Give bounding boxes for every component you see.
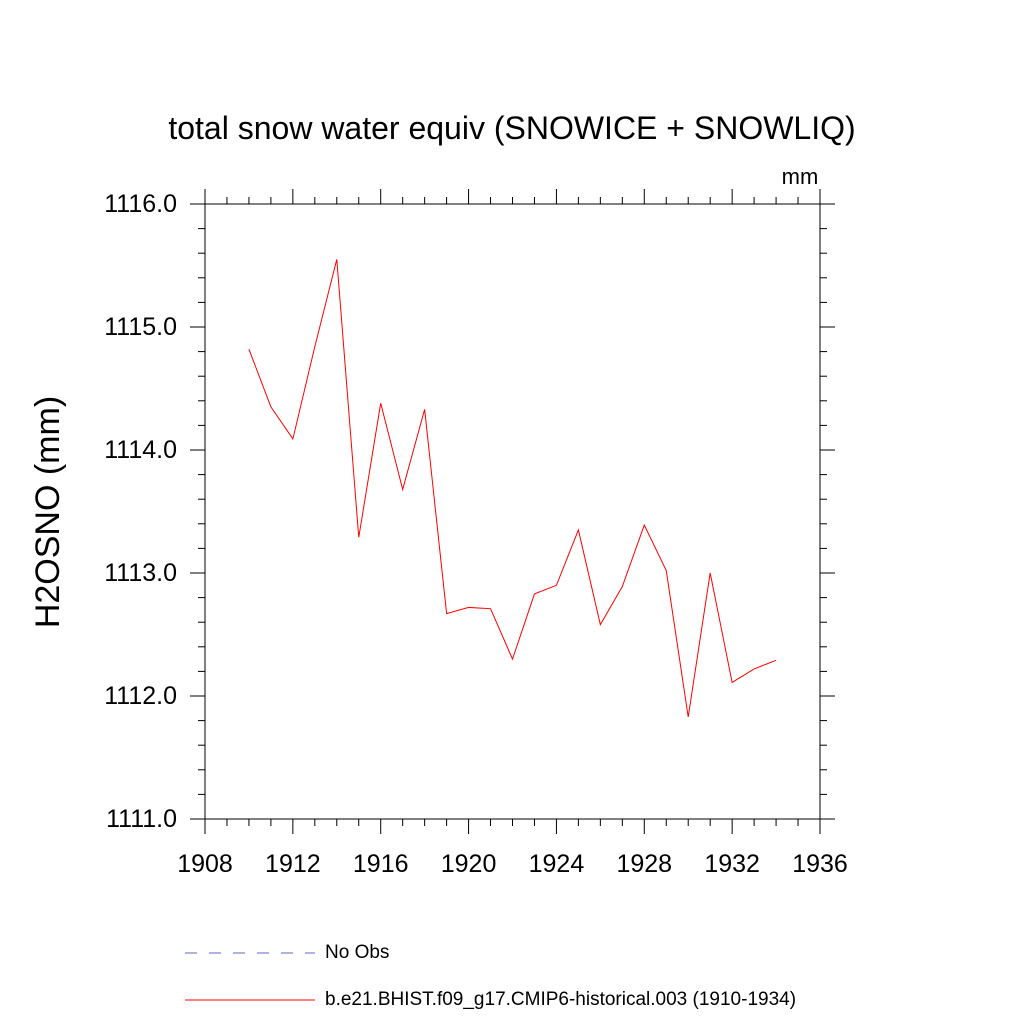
x-tick-label: 1932 <box>704 850 760 878</box>
x-tick-label: 1912 <box>265 850 321 878</box>
x-tick-label: 1908 <box>177 850 233 878</box>
x-tick-label: 1920 <box>440 850 497 878</box>
plot-frame <box>204 203 821 820</box>
y-tick-label: 1113.0 <box>104 559 177 587</box>
x-tick-label: 1928 <box>616 850 673 878</box>
legend-label-model: b.e21.BHIST.f09_g17.CMIP6-historical.003… <box>325 989 797 1010</box>
x-tick-label: 1936 <box>792 850 848 878</box>
y-tick-label: 1116.0 <box>104 190 177 218</box>
series-line <box>248 259 777 717</box>
legend-label-no-obs: No Obs <box>325 942 390 963</box>
y-tick-label: 1115.0 <box>104 313 177 341</box>
y-tick-label: 1112.0 <box>104 682 177 710</box>
x-tick-label: 1916 <box>352 850 409 878</box>
y-tick-label: 1114.0 <box>104 436 177 464</box>
units-label: mm <box>781 164 819 189</box>
x-tick-label: 1924 <box>528 850 585 878</box>
chart-title: total snow water equiv (SNOWICE + SNOWLI… <box>168 110 856 146</box>
tick-marks <box>190 189 835 834</box>
y-tick-label: 1111.0 <box>106 805 177 833</box>
